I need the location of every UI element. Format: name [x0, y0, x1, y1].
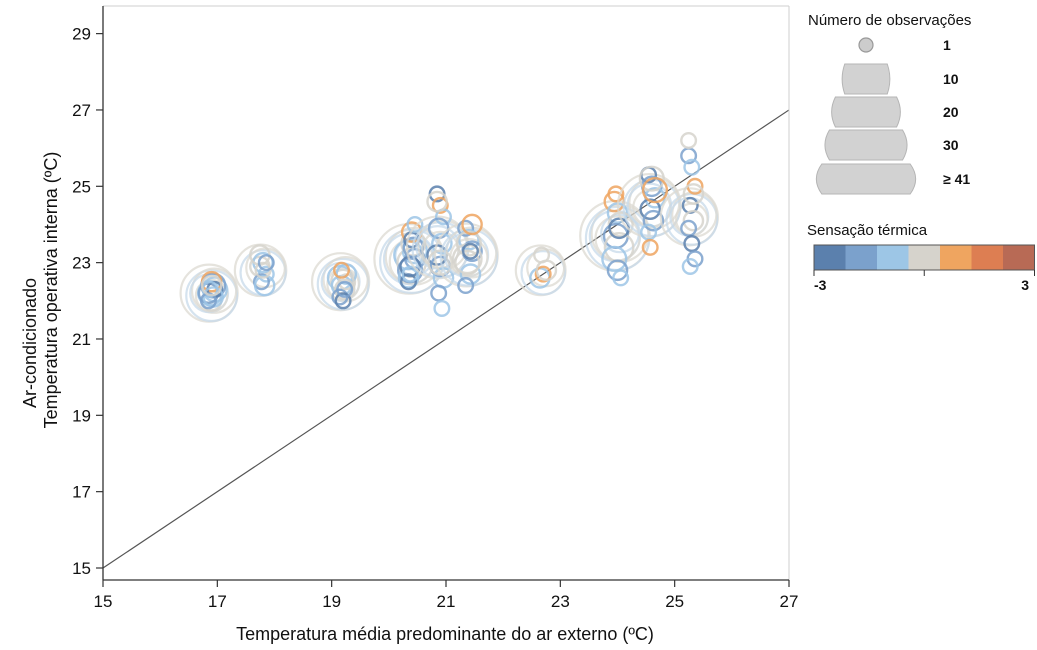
y-axis-title-line-1: Ar-condicionado: [20, 278, 40, 408]
data-point: [455, 230, 482, 257]
data-point: [682, 183, 705, 205]
cluster-6-halo-ring: [445, 226, 498, 279]
data-point: [253, 274, 276, 297]
cluster-7-halo-ring: [520, 250, 566, 296]
color-legend-title: Sensação térmica: [807, 222, 928, 239]
data-point: [459, 263, 482, 285]
y-tick-label: 21: [72, 330, 91, 349]
data-point: [606, 259, 629, 282]
data-point: [406, 215, 424, 233]
data-point: [601, 245, 628, 272]
data-point: [683, 235, 701, 253]
data-point: [639, 198, 662, 221]
size-legend-marker-2: [841, 63, 891, 95]
data-point: [638, 165, 665, 192]
y-tick-label: 15: [72, 559, 91, 578]
data-point: [433, 299, 451, 317]
plot-area: [103, 109, 789, 569]
x-tick-label: 23: [551, 592, 570, 611]
size-legend-label: 20: [943, 104, 959, 120]
size-legend-label: 10: [943, 71, 959, 87]
color-scale-swatch: [971, 245, 1003, 270]
y-tick-label: 19: [72, 406, 91, 425]
x-tick-label: 25: [665, 592, 684, 611]
data-point: [457, 219, 475, 237]
color-scale-swatch: [814, 245, 846, 270]
color-scale-min-label: -3: [814, 277, 827, 293]
data-point: [426, 190, 448, 213]
data-point: [333, 261, 351, 279]
cluster-3-halo-ring: [316, 257, 370, 311]
data-point: [457, 277, 475, 295]
size-legend-marker-4: [824, 129, 908, 161]
data-point: [397, 267, 420, 289]
data-point: [257, 254, 275, 272]
reference-line: [103, 109, 789, 569]
color-scale-swatch: [877, 245, 909, 270]
color-legend: Sensação térmica -3 3: [807, 222, 1035, 293]
data-point: [254, 261, 272, 279]
y-axis-title-line-2: Temperatura operativa interna (ºC): [41, 152, 61, 429]
data-point: [612, 269, 630, 287]
cluster-1-halo-ring: [185, 269, 239, 323]
axes: 15 17 19 21 23 25 27 15 17 19 21 23 25 27 29: [72, 5, 799, 611]
data-point: [200, 274, 223, 297]
data-point: [334, 292, 352, 310]
data-point: [681, 257, 699, 275]
y-tick-label: 23: [72, 254, 91, 273]
data-point: [430, 284, 448, 302]
data-point: [431, 196, 449, 214]
x-tick-label: 27: [780, 592, 799, 611]
cluster-6-halo-ring: [449, 237, 489, 278]
data-point: [252, 273, 270, 291]
data-point: [333, 278, 356, 301]
y-tick-label: 17: [72, 483, 91, 502]
x-tick-label: 17: [208, 592, 227, 611]
size-legend-label: 1: [943, 37, 951, 53]
color-scale-swatch: [1003, 245, 1035, 270]
data-point: [680, 219, 698, 237]
data-point: [427, 249, 454, 276]
data-point: [607, 185, 625, 203]
size-legend-marker-5: [815, 163, 917, 195]
data-point: [534, 265, 552, 283]
x-tick-label: 21: [437, 592, 456, 611]
y-tick-label: 27: [72, 101, 91, 120]
plot-marks: [103, 109, 789, 569]
size-legend-label: ≥ 41: [943, 171, 970, 187]
x-axis-title: Temperatura média predominante do ar ext…: [236, 624, 654, 644]
color-scale-swatch: [940, 245, 972, 270]
data-point: [607, 211, 634, 238]
size-legend-marker-1: [858, 37, 874, 53]
size-legend-label: 30: [943, 137, 959, 153]
data-point: [683, 158, 701, 176]
data-point: [336, 280, 354, 298]
data-point: [461, 213, 483, 236]
cluster-1-halo-ring: [190, 267, 238, 314]
data-point: [454, 249, 481, 276]
size-legend: Número de observações 1 10 20 30 ≥ 41: [808, 12, 971, 195]
size-legend-marker-3: [831, 96, 901, 128]
data-point: [533, 246, 551, 264]
data-point: [641, 177, 669, 204]
data-point: [680, 131, 698, 149]
size-legend-title: Número de observações: [808, 12, 971, 29]
data-point: [641, 238, 659, 256]
data-point: [400, 273, 418, 291]
x-tick-label: 15: [94, 592, 113, 611]
color-scale-max-label: 3: [1021, 277, 1029, 293]
y-tick-label: 25: [72, 177, 91, 196]
data-point: [461, 242, 479, 260]
y-tick-label: 29: [72, 25, 91, 44]
color-scale-swatch: [908, 245, 940, 270]
x-tick-label: 19: [322, 592, 341, 611]
data-point: [682, 209, 705, 232]
data-point: [401, 265, 419, 283]
color-scale-swatch: [845, 245, 877, 270]
data-point: [458, 228, 480, 251]
data-point: [642, 209, 665, 232]
